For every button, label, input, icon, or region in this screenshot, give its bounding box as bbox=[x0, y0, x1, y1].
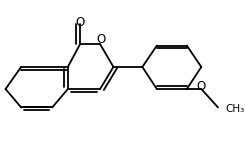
Text: O: O bbox=[197, 80, 206, 93]
Text: O: O bbox=[76, 16, 85, 29]
Text: CH₃: CH₃ bbox=[226, 104, 245, 114]
Text: O: O bbox=[97, 33, 106, 46]
